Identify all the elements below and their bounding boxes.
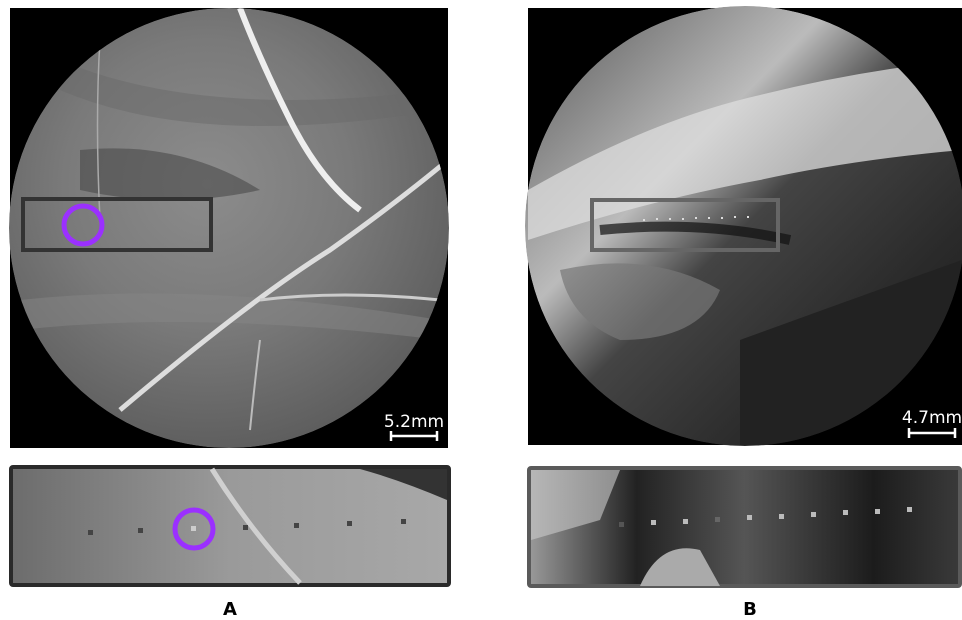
image-detail	[747, 216, 749, 218]
image-detail	[721, 217, 723, 219]
image-detail	[715, 517, 720, 522]
image-detail	[907, 507, 912, 512]
image-detail	[619, 522, 624, 527]
image-detail	[191, 526, 196, 531]
image-detail	[779, 514, 784, 519]
image-detail	[811, 512, 816, 517]
image-detail	[669, 218, 671, 220]
image-detail	[695, 217, 697, 219]
image-detail	[683, 519, 688, 524]
image-detail	[88, 530, 93, 535]
image-detail	[347, 521, 352, 526]
image-detail	[708, 217, 710, 219]
page: 5.2mm A 4.7mm B (() => { const data = JS…	[0, 0, 962, 620]
image-detail	[747, 515, 752, 520]
image-detail	[643, 219, 645, 221]
image-detail	[651, 520, 656, 525]
image-detail	[875, 509, 880, 514]
image-detail	[843, 510, 848, 515]
image-detail	[682, 218, 684, 220]
image-detail	[734, 216, 736, 218]
image-detail	[401, 519, 406, 524]
image-detail	[656, 218, 658, 220]
figure: 5.2mm A 4.7mm B	[0, 0, 962, 620]
image-detail	[294, 523, 299, 528]
image-detail	[138, 528, 143, 533]
rock-image	[9, 8, 449, 448]
scale-label: 5.2mm	[384, 412, 444, 432]
panel-label: A	[223, 599, 237, 620]
inset-image	[11, 467, 449, 585]
image-detail	[243, 525, 248, 530]
scale-label: 4.7mm	[902, 408, 962, 428]
panel-label: B	[743, 599, 757, 620]
